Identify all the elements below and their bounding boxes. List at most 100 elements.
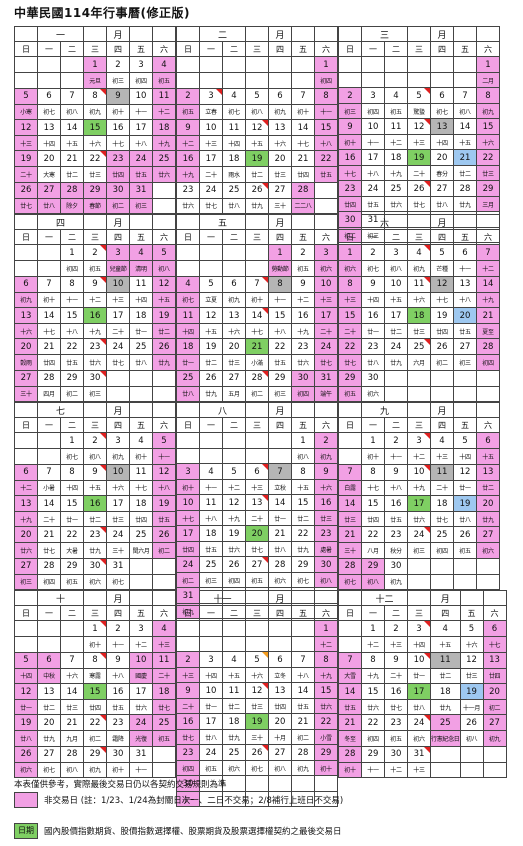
weekday-label: 五 [129, 229, 153, 246]
lunar-date-cell: 十三 [245, 479, 269, 495]
date-row: 5 6 7 8 9 10 11 [14, 87, 176, 105]
lunar-date-cell: 十九 [314, 667, 338, 683]
lunar-date-cell: 二十 [430, 479, 454, 496]
header-blank [459, 589, 484, 607]
header-blank [14, 401, 38, 419]
date-cell: 30 [384, 745, 408, 763]
header-blank [14, 213, 38, 231]
date-cell: 30 [314, 556, 338, 573]
date-cell: 11 [430, 651, 461, 669]
lunar-row: 初五 初六 [338, 385, 500, 403]
lunar-date-cell: 十二 [291, 291, 315, 308]
lunar-date-cell: 三十 [268, 197, 292, 215]
date-cell: 21 [268, 525, 292, 542]
lunar-date-cell: 廿八 [129, 354, 153, 371]
date-cell: 18 [129, 306, 153, 325]
lunar-date-cell: 初七 [37, 103, 61, 120]
month-number: 九 [361, 401, 408, 419]
lunar-date-cell: 廿七 [37, 542, 61, 559]
date-cell: 3 [407, 620, 431, 638]
empty-cell [222, 260, 246, 277]
lunar-date-cell: 初四 [430, 542, 454, 559]
weekday-label: 六 [314, 41, 338, 58]
lunar-date-cell: 廿五 [60, 354, 84, 371]
weekday-label: 四 [430, 41, 454, 57]
date-cell: 18 [222, 150, 246, 168]
lunar-date-cell: 十八 [361, 165, 385, 181]
date-cell: 7 [291, 87, 315, 105]
date-cell: 16 [83, 306, 107, 325]
lunar-date-cell: 廿二 [430, 667, 461, 684]
date-cell: 6 [14, 463, 38, 481]
empty-cell [453, 211, 477, 228]
lunar-date-cell: 初六 [407, 730, 431, 747]
date-cell: 27 [268, 744, 292, 761]
date-cell: 25 [222, 181, 246, 199]
lunar-date-cell: 廿二 [222, 698, 246, 714]
date-cell: 5 [407, 87, 431, 104]
lunar-date-cell: 廿九 [222, 729, 246, 745]
date-cell: 27 [476, 526, 500, 544]
empty-cell [430, 369, 454, 387]
date-cell: 23 [384, 714, 408, 732]
lunar-row: 十七 十八 十九 二十 廿一 廿二 廿三 [176, 510, 338, 526]
weekday-label: 三 [83, 41, 107, 58]
lunar-date-cell: 十九 [83, 323, 107, 340]
date-cell: 10 [176, 494, 200, 511]
weekday-label: 五 [129, 417, 153, 434]
date-cell: 12 [245, 118, 269, 137]
lunar-date-cell: 初六 [314, 260, 338, 277]
lunar-date-cell: 初九 [291, 760, 315, 776]
empty-cell [430, 761, 461, 779]
empty-cell [14, 260, 38, 277]
lunar-date-cell: 初六 [338, 260, 362, 277]
legend-non-trading: 非交易日 (註：1/23、1/24為封關日次一、二日不交易；2/8補行上班日不交… [14, 792, 343, 808]
date-cell: 12 [245, 682, 269, 699]
month-label: 月 [106, 589, 130, 607]
date-cell: 8 [361, 651, 385, 669]
date-cell: 20 [430, 149, 454, 166]
lunar-date-cell: 立夏 [199, 291, 223, 308]
legend-last-trading-day: 日期 國內股價指數期貨、股價指數選擇權、股票期貨及股票選擇權契約之最後交易日 [14, 823, 342, 839]
date-cell: 22 [83, 150, 107, 168]
lunar-row: 大雪 十九 二十 廿一 廿二 廿三 廿四 [338, 667, 507, 684]
weekday-label: 六 [314, 605, 338, 621]
empty-cell [199, 587, 223, 604]
month-number: 一 [37, 25, 84, 43]
lunar-date-cell: 十三 [176, 667, 200, 683]
lunar-date-cell: 十一月 [459, 699, 484, 716]
lunar-date-cell: 廿九 [384, 354, 408, 371]
empty-cell [482, 745, 507, 763]
date-cell: 24 [384, 338, 408, 356]
lunar-date-cell: 二十 [199, 166, 223, 183]
date-cell: 29 [268, 369, 292, 387]
lunar-date-cell: 十四 [199, 667, 223, 683]
lunar-date-cell: 廿七 [106, 354, 130, 371]
date-cell: 1 [291, 432, 315, 449]
date-cell: 11 [222, 682, 246, 699]
empty-cell [37, 448, 61, 465]
lunar-date-cell: 十九 [222, 510, 246, 526]
date-cell: 13 [482, 651, 507, 669]
date-cell: 13 [476, 463, 500, 481]
date-cell: 3 [407, 432, 431, 450]
weekday-label: 四 [430, 417, 454, 434]
lunar-date-cell: 穀雨 [14, 354, 38, 371]
lunar-date-cell: 廿六 [83, 354, 107, 371]
lunar-date-cell: 二十 [338, 323, 362, 340]
date-row: 10 11 12 13 14 15 16 [176, 494, 338, 511]
date-cell: 16 [314, 494, 338, 511]
date-cell: 16 [291, 306, 315, 325]
date-cell: 10 [384, 275, 408, 293]
date-cell: 21 [338, 714, 362, 732]
lunar-date-cell: 初八 [314, 572, 338, 588]
lunar-date-cell: 初七 [430, 103, 454, 119]
lunar-date-cell: 廿八 [222, 197, 246, 215]
lunar-date-cell: 十八 [453, 291, 477, 308]
date-cell: 11 [152, 87, 176, 105]
header-blank [176, 25, 200, 43]
lunar-date-cell: 除夕 [60, 197, 84, 215]
lunar-date-cell: 十六 [314, 479, 338, 495]
empty-cell [361, 56, 385, 73]
